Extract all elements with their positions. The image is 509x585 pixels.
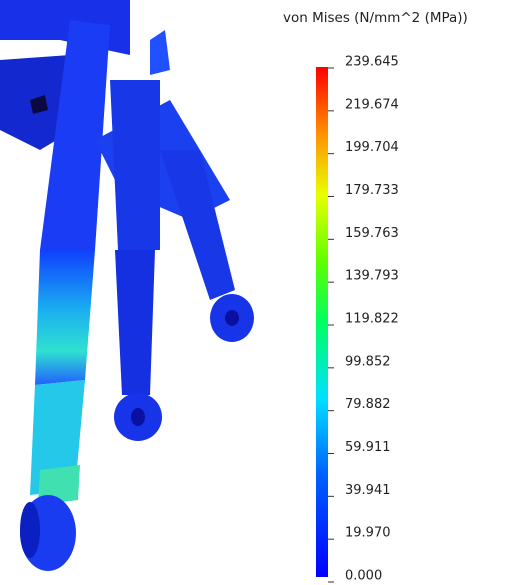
tick-label: 59.911 (345, 440, 391, 455)
tick-label: 199.704 (345, 140, 399, 155)
color-bar (316, 67, 328, 577)
legend-ticks: 239.645 219.674 199.704 179.733 159.763 139.7… (328, 55, 399, 584)
tick-label: 159.763 (345, 226, 399, 241)
tick-label: 99.852 (345, 354, 391, 369)
model (0, 0, 254, 571)
tick-label: 179.733 (345, 183, 399, 198)
tick-label: 19.970 (345, 526, 391, 541)
tick-label: 0.000 (345, 569, 382, 584)
tick-label: 39.941 (345, 483, 391, 498)
tick-label: 79.882 (345, 397, 391, 412)
tick-label: 119.822 (345, 312, 399, 327)
tick-label: 219.674 (345, 97, 399, 112)
legend-title: von Mises (N/mm^2 (MPa)) (283, 10, 468, 26)
tick-label: 139.793 (345, 269, 399, 284)
tick-label: 239.645 (345, 55, 399, 70)
